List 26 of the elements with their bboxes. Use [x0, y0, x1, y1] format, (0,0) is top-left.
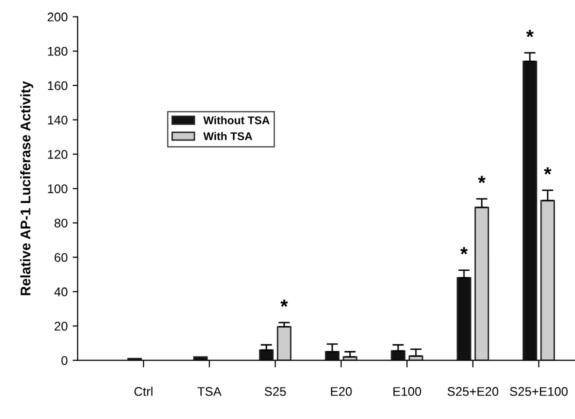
y-axis-title: Relative AP-1 Luciferase Activity — [20, 81, 34, 296]
y-tick-label: 120 — [48, 150, 68, 159]
annotation: * — [478, 176, 486, 184]
legend-label: Without TSA — [203, 116, 270, 124]
annotation: * — [280, 300, 288, 307]
annotation: * — [460, 247, 468, 254]
x-tick-label: E100 — [393, 387, 422, 396]
y-tick-label: 140 — [48, 116, 68, 124]
x-tick-label: TSA — [198, 387, 222, 396]
x-tick-label: S25+E100 — [510, 387, 568, 396]
x-tick-label: Ctrl — [134, 386, 152, 396]
x-tick-label: S25 — [264, 387, 286, 396]
y-tick-label: 20 — [54, 322, 68, 331]
y-tick-label: 40 — [54, 287, 68, 296]
y-tick-label: 0 — [61, 356, 68, 365]
annotation: * — [526, 30, 534, 38]
annotation: * — [544, 167, 552, 175]
x-tick-label: S25+E20 — [448, 387, 498, 396]
y-tick-label: 80 — [54, 218, 68, 228]
y-tick-label: 200 — [48, 12, 68, 22]
x-tick-label: E20 — [331, 387, 352, 396]
y-tick-label: 180 — [48, 46, 68, 56]
y-tick-label: 60 — [54, 253, 68, 262]
legend-label: With TSA — [203, 132, 252, 140]
y-tick-label: 160 — [48, 81, 68, 90]
y-tick-label: 100 — [48, 184, 68, 194]
